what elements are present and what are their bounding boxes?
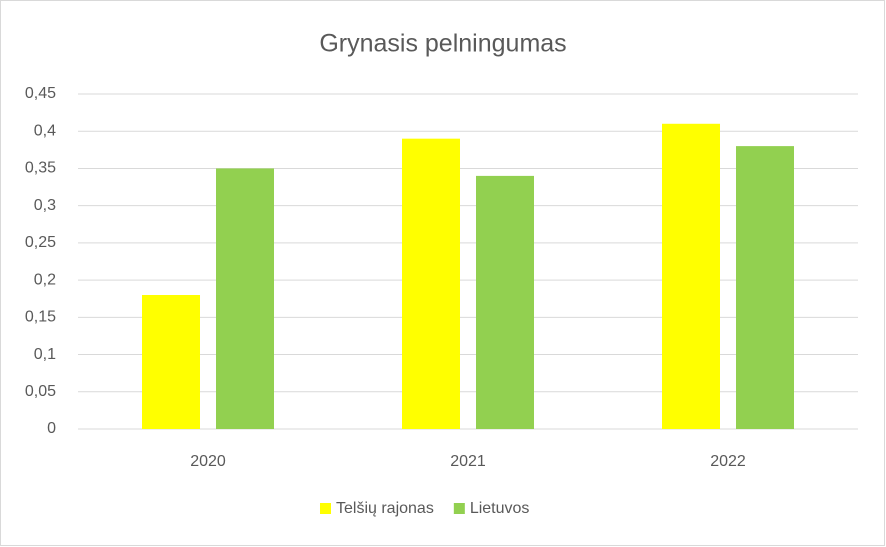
- legend-label: Lietuvos: [470, 500, 530, 517]
- y-tick-label: 0,2: [34, 271, 56, 288]
- bar: [142, 295, 200, 429]
- x-tick-label: 2022: [710, 453, 746, 470]
- y-tick-label: 0,45: [25, 85, 56, 102]
- x-tick-label: 2021: [450, 453, 486, 470]
- bar: [736, 146, 794, 429]
- bar: [402, 138, 460, 429]
- y-tick-label: 0,25: [25, 234, 56, 251]
- bar: [216, 168, 274, 429]
- y-tick-label: 0: [47, 420, 56, 437]
- y-tick-label: 0,05: [25, 383, 56, 400]
- bar: [662, 123, 720, 430]
- y-tick-label: 0,1: [34, 346, 56, 363]
- legend-swatch: [320, 503, 331, 514]
- x-tick-label: 2020: [190, 453, 226, 470]
- y-tick-label: 0,15: [25, 309, 56, 326]
- legend-swatch: [453, 503, 465, 514]
- y-tick-label: 0,4: [34, 122, 56, 139]
- chart-title: Grynasis pelningumas: [319, 30, 566, 58]
- bar: [476, 175, 534, 429]
- legend-label: Telšių rajonas: [336, 500, 434, 517]
- y-tick-label: 0,35: [25, 160, 56, 177]
- y-tick-label: 0,3: [34, 197, 56, 214]
